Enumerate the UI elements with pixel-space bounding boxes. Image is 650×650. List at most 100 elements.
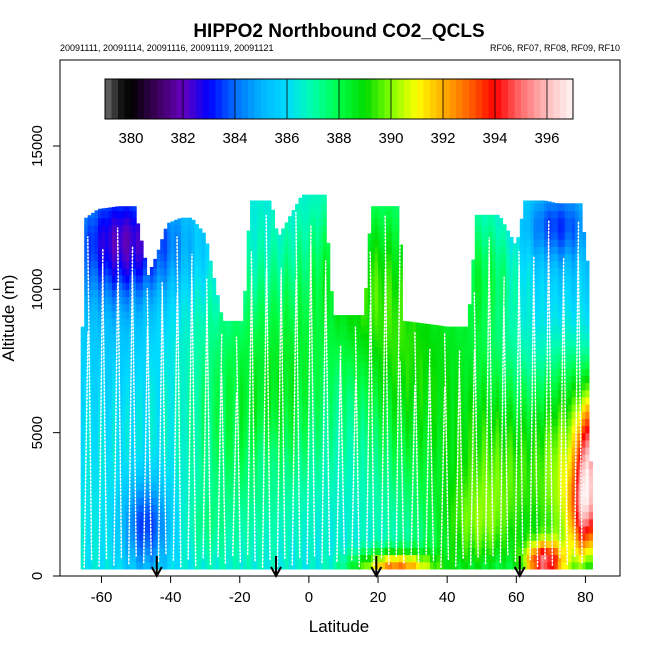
heatmap-cell — [260, 239, 265, 247]
heatmap-cell — [302, 339, 307, 348]
heatmap-cell — [381, 282, 386, 290]
heatmap-cell — [440, 368, 445, 376]
heatmap-cell — [274, 504, 279, 513]
heatmap-cell — [357, 396, 362, 405]
heatmap-cell — [267, 504, 272, 513]
heatmap-cell — [277, 475, 282, 484]
heatmap-cell — [167, 411, 172, 419]
heatmap-cell — [177, 239, 182, 247]
heatmap-cell — [191, 461, 196, 470]
heatmap-cell — [426, 518, 431, 527]
heatmap-cell — [143, 533, 148, 541]
heatmap-cell — [384, 210, 389, 219]
heatmap-cell — [291, 246, 296, 255]
heatmap-cell — [405, 418, 410, 427]
heatmap-cell — [170, 411, 175, 419]
heatmap-cell — [264, 497, 269, 505]
heatmap-cell — [108, 318, 113, 326]
heatmap-cell — [440, 454, 445, 462]
heatmap-cell — [436, 482, 441, 491]
heatmap-cell — [212, 511, 217, 520]
heatmap-cell — [281, 228, 286, 233]
heatmap-cell — [281, 490, 286, 498]
heatmap-cell — [118, 368, 123, 376]
heatmap-cell — [443, 525, 448, 534]
heatmap-cell — [132, 475, 137, 484]
heatmap-cell — [149, 511, 154, 520]
heatmap-cell — [250, 217, 255, 226]
heatmap-cell — [291, 561, 296, 570]
heatmap-cell — [381, 275, 386, 283]
heatmap-cell — [129, 389, 134, 398]
heatmap-cell — [236, 540, 241, 548]
heatmap-cell — [378, 239, 383, 247]
heatmap-cell — [447, 540, 452, 548]
heatmap-cell — [305, 468, 310, 477]
heatmap-cell — [208, 275, 213, 283]
heatmap-cell — [212, 353, 217, 362]
heatmap-cell — [288, 296, 293, 305]
heatmap-cell — [398, 275, 403, 283]
heatmap-cell — [219, 375, 224, 384]
heatmap-cell — [374, 382, 379, 391]
heatmap-cell — [80, 389, 85, 398]
heatmap-cell — [326, 260, 331, 269]
heatmap-cell — [118, 325, 123, 333]
heatmap-cell — [232, 511, 237, 520]
heatmap-cell — [357, 332, 362, 341]
heatmap-cell — [184, 439, 189, 448]
heatmap-cell — [340, 315, 345, 319]
heatmap-cell — [184, 554, 189, 563]
heatmap-cell — [174, 246, 179, 255]
heatmap-cell — [388, 447, 393, 455]
heatmap-cell — [87, 353, 92, 362]
heatmap-cell — [132, 206, 137, 212]
heatmap-cell — [139, 260, 144, 269]
heatmap-cell — [343, 318, 348, 326]
heatmap-cell — [184, 454, 189, 462]
heatmap-cell — [436, 468, 441, 477]
heatmap-cell — [360, 353, 365, 362]
heatmap-cell — [170, 221, 175, 226]
heatmap-cell — [260, 454, 265, 462]
heatmap-cell — [174, 375, 179, 384]
heatmap-cell — [461, 332, 466, 341]
heatmap-cell — [302, 396, 307, 405]
heatmap-cell — [191, 432, 196, 441]
heatmap-cell — [423, 323, 428, 326]
heatmap-cell — [184, 497, 189, 505]
heatmap-cell — [298, 540, 303, 548]
heatmap-cell — [264, 375, 269, 384]
heatmap-cell — [447, 447, 452, 455]
heatmap-cell — [329, 447, 334, 455]
heatmap-cell — [346, 332, 351, 341]
heatmap-cell — [167, 339, 172, 348]
heatmap-cell — [467, 490, 472, 498]
heatmap-cell — [229, 396, 234, 405]
heatmap-cell — [118, 217, 123, 226]
heatmap-cell — [118, 339, 123, 348]
heatmap-cell — [405, 432, 410, 441]
heatmap-cell — [177, 525, 182, 534]
heatmap-cell — [329, 497, 334, 505]
heatmap-cell — [111, 418, 116, 427]
heatmap-cell — [405, 325, 410, 333]
heatmap-cell — [353, 454, 358, 462]
heatmap-cell — [454, 346, 459, 355]
heatmap-cell — [232, 490, 237, 498]
heatmap-cell — [160, 447, 165, 455]
heatmap-cell — [319, 310, 324, 319]
heatmap-cell — [239, 439, 244, 448]
heatmap-cell — [329, 375, 334, 384]
heatmap-cell — [104, 296, 109, 305]
heatmap-cell — [395, 206, 400, 212]
heatmap-cell — [160, 418, 165, 427]
heatmap-cell — [391, 382, 396, 391]
heatmap-cell — [281, 339, 286, 348]
heatmap-cell — [246, 275, 251, 283]
heatmap-cell — [367, 439, 372, 448]
heatmap-cell — [384, 533, 389, 541]
heatmap-cell — [129, 239, 134, 247]
heatmap-cell — [264, 554, 269, 563]
heatmap-cell — [388, 310, 393, 319]
